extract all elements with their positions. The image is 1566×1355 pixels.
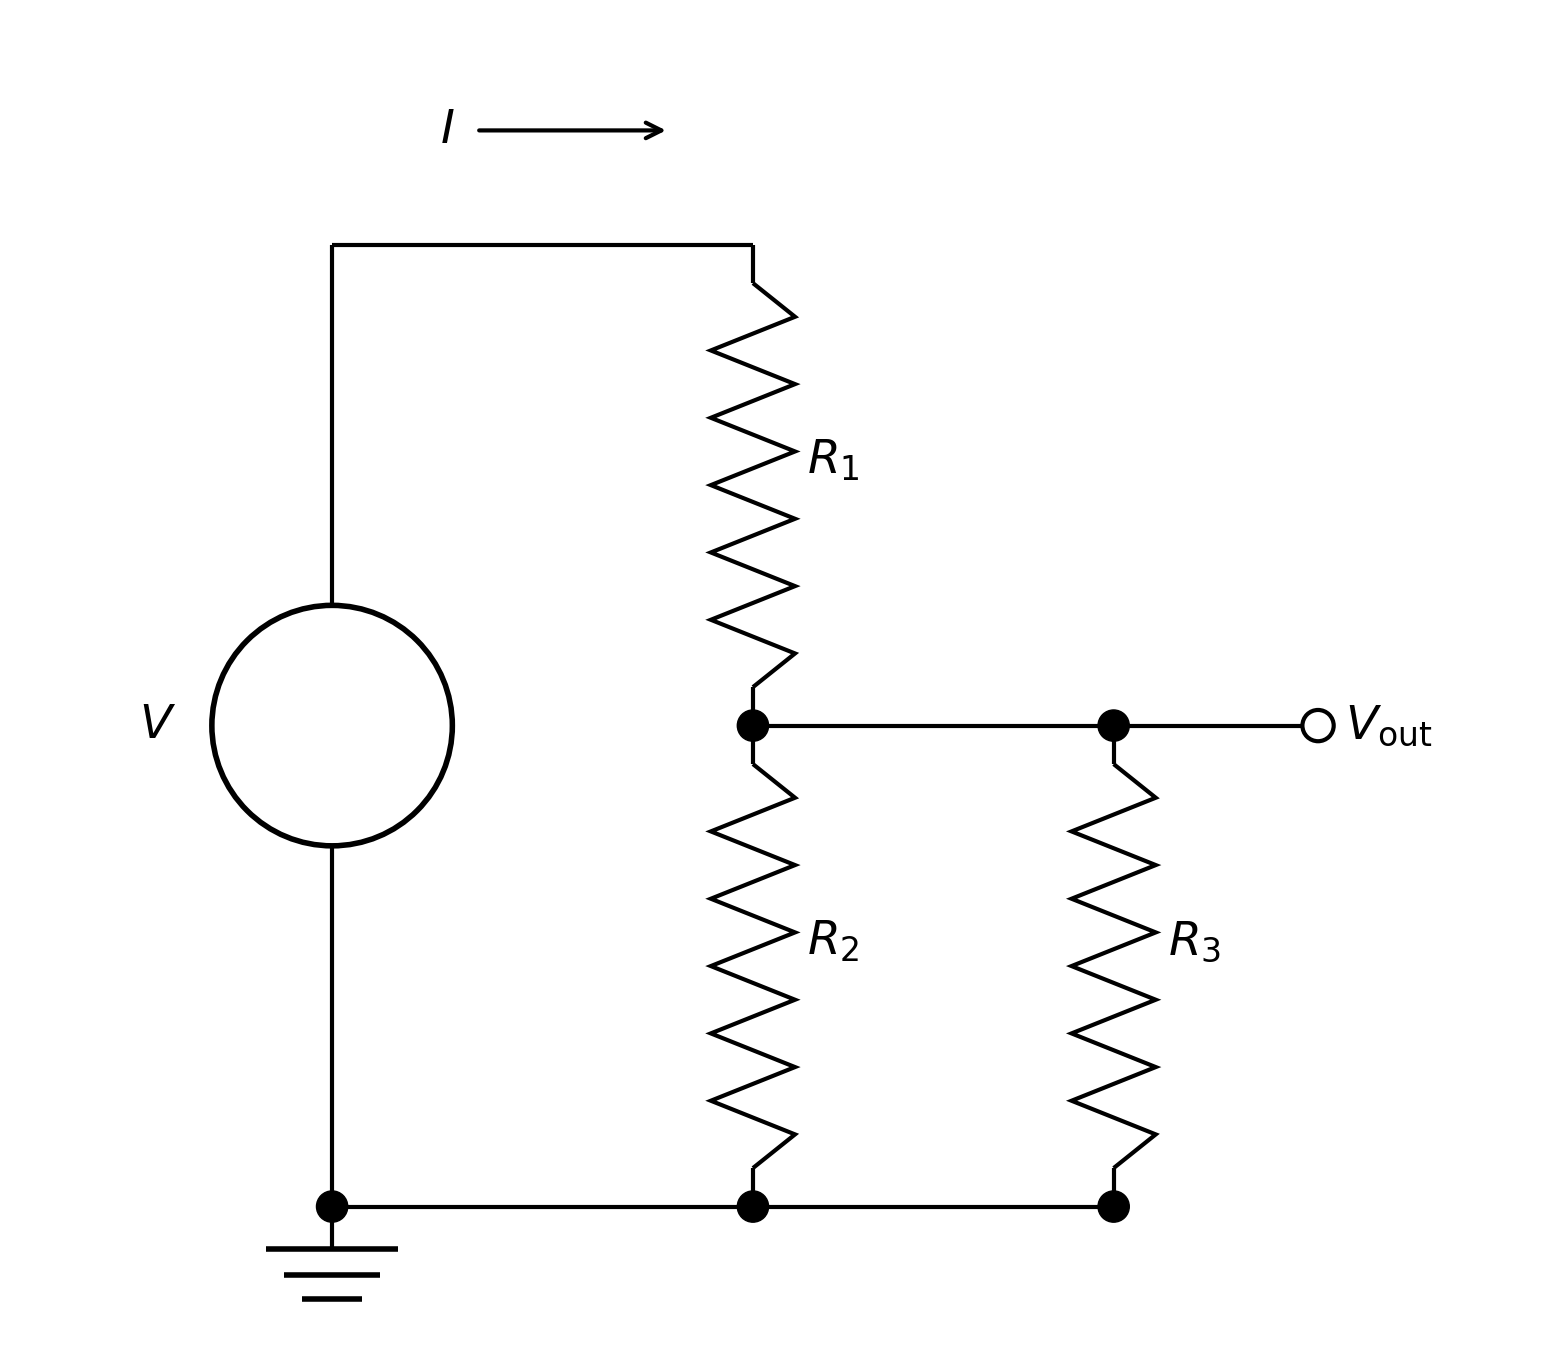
Text: $R_1$: $R_1$ xyxy=(806,438,860,484)
Circle shape xyxy=(738,1191,769,1222)
Text: $R_3$: $R_3$ xyxy=(1168,920,1221,965)
Text: $V$: $V$ xyxy=(139,703,175,748)
Circle shape xyxy=(316,1191,348,1222)
Circle shape xyxy=(738,710,769,741)
Circle shape xyxy=(1098,710,1129,741)
Text: $V_{\mathrm{out}}$: $V_{\mathrm{out}}$ xyxy=(1345,703,1433,748)
Circle shape xyxy=(211,606,453,846)
Text: $R_2$: $R_2$ xyxy=(806,919,860,965)
Circle shape xyxy=(1303,710,1334,741)
Text: $I$: $I$ xyxy=(440,108,456,153)
Circle shape xyxy=(1098,1191,1129,1222)
